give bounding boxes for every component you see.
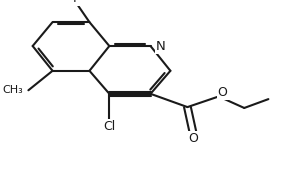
Text: F: F [73,0,80,5]
Text: CH₃: CH₃ [3,85,23,95]
Text: O: O [188,132,198,145]
Text: O: O [218,85,227,99]
Text: Cl: Cl [103,120,116,133]
Text: N: N [156,39,165,53]
